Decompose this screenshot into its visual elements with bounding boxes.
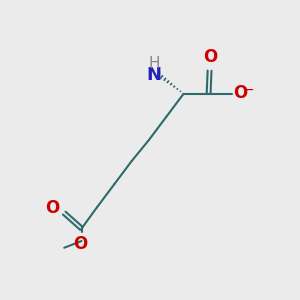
Text: O: O [45, 199, 59, 217]
Text: O: O [203, 48, 218, 66]
Text: O: O [233, 84, 247, 102]
Text: H: H [148, 56, 160, 71]
Text: O: O [74, 235, 88, 253]
Text: −: − [243, 82, 254, 97]
Text: N: N [146, 65, 161, 83]
